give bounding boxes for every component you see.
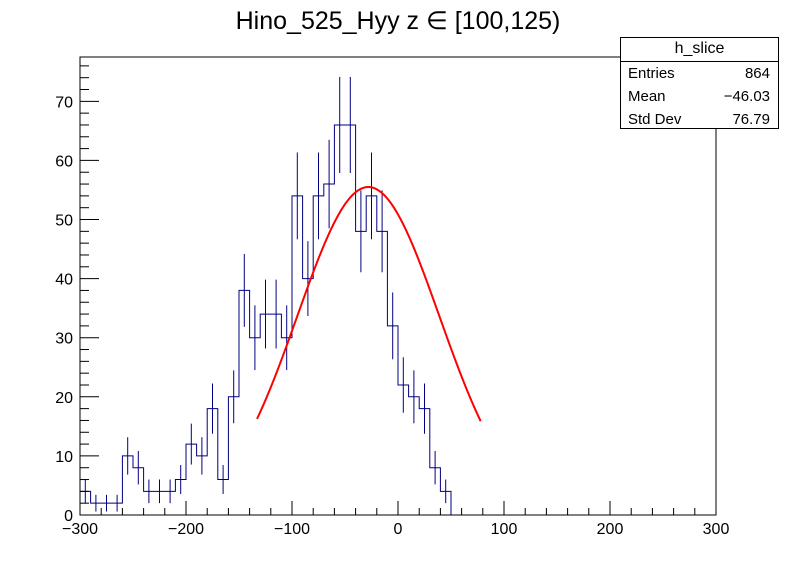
- stats-value: −46.03: [723, 88, 770, 105]
- stats-label: Mean: [628, 88, 666, 105]
- x-tick-label: 300: [703, 521, 730, 538]
- stats-value: 76.79: [732, 111, 770, 128]
- y-tick-label: 60: [55, 153, 73, 170]
- x-tick-label: 200: [597, 521, 624, 538]
- stats-row-mean: Mean −46.03: [621, 85, 778, 108]
- x-tick-label: −200: [168, 521, 204, 538]
- error-bars: [84, 76, 447, 512]
- y-tick-label: 50: [55, 213, 73, 230]
- stats-row-stddev: Std Dev 76.79: [621, 108, 778, 131]
- stats-row-entries: Entries 864: [621, 62, 778, 85]
- stats-label: Std Dev: [628, 111, 682, 128]
- x-axis-ticks: −300 −200 −100 0 100 200 300: [62, 501, 729, 538]
- y-tick-label: 40: [55, 272, 73, 289]
- x-tick-label: −100: [274, 521, 310, 538]
- y-tick-label: 0: [64, 508, 73, 525]
- x-tick-label: 0: [394, 521, 403, 538]
- y-tick-label: 70: [55, 94, 73, 111]
- stats-value: 864: [744, 65, 770, 82]
- stats-box-title: h_slice: [621, 38, 778, 62]
- x-tick-label: −300: [62, 521, 98, 538]
- histogram-outline: [79, 124, 716, 516]
- y-tick-label: 10: [55, 449, 73, 466]
- x-tick-label: 100: [491, 521, 518, 538]
- histogram-series: [79, 124, 716, 516]
- y-tick-label: 20: [55, 390, 73, 407]
- gaussian-fit-curve: [256, 186, 482, 422]
- y-axis-ticks: 0 10 20 30 40 50 60 70: [55, 65, 99, 525]
- y-tick-label: 30: [55, 331, 73, 348]
- stats-label: Entries: [628, 65, 675, 82]
- chart-title: Hino_525_Hyy z ∈ [100,125): [235, 7, 561, 35]
- stats-box: h_slice Entries 864 Mean −46.03 Std Dev …: [620, 37, 779, 129]
